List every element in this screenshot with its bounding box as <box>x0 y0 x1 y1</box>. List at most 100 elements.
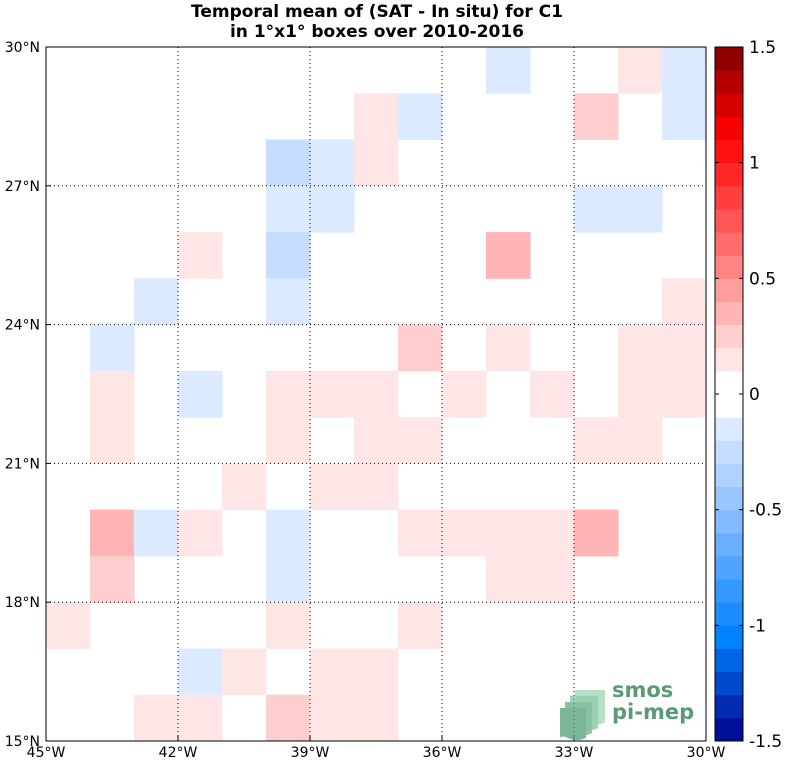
heatmap-cell <box>310 463 355 511</box>
x-axis-ticks: 45°W 42°W 39°W 36°W 33°W 30°W <box>27 736 726 761</box>
heatmap-cell <box>354 694 399 742</box>
x-tick-label: 30°W <box>687 745 726 761</box>
heatmap-cell <box>354 463 399 511</box>
heatmap-cell <box>486 232 531 279</box>
heatmap-cell <box>486 509 531 557</box>
y-tick-label: 24°N <box>5 318 40 334</box>
heatmap-cell <box>530 370 575 418</box>
colorbar-segment <box>715 555 743 580</box>
colorbar-tick-label: -0.5 <box>749 501 782 521</box>
heatmap-cell <box>574 509 619 557</box>
colorbar-tick-label: -1.5 <box>749 732 782 752</box>
heatmap-cell <box>178 370 223 418</box>
heatmap-cell <box>442 370 487 418</box>
heatmap-cell <box>354 370 399 418</box>
colorbar-tick-label: -1 <box>749 616 766 636</box>
y-tick-label: 21°N <box>5 456 40 472</box>
colorbar-segment <box>715 47 743 71</box>
heatmap-cell <box>486 47 531 94</box>
colorbar-tick-label: 1 <box>749 154 760 174</box>
heatmap-cell <box>266 139 311 187</box>
heatmap-cell <box>178 509 223 557</box>
colorbar-segment <box>715 625 743 649</box>
colorbar-segment <box>715 579 743 603</box>
heatmap-cell <box>530 555 575 603</box>
heatmap-cell <box>354 648 399 696</box>
colorbar-segment <box>715 370 743 395</box>
heatmap-cell <box>90 417 135 464</box>
heatmap-cell <box>90 555 135 603</box>
heatmap-cell <box>398 93 443 141</box>
smos-pi-mep-logo: smos pi-mep <box>560 678 694 740</box>
heatmap-cell <box>90 370 135 418</box>
heatmap-cell <box>398 602 443 649</box>
colorbar-segment <box>715 278 743 302</box>
x-tick-label: 39°W <box>291 745 330 761</box>
colorbar-segment <box>715 116 743 141</box>
heatmap-cell <box>398 324 443 372</box>
y-tick-label: 30°N <box>5 40 40 56</box>
y-tick-label: 27°N <box>5 179 40 195</box>
heatmap-cell <box>618 324 663 372</box>
heatmap-cell <box>574 417 619 464</box>
colorbar-segment <box>715 486 743 511</box>
colorbar-tick-label: 0 <box>749 385 760 405</box>
colorbar-segment <box>715 648 743 673</box>
heatmap-cell <box>662 278 707 326</box>
heatmap-cell <box>266 278 311 326</box>
y-tick-label: 15°N <box>5 734 40 750</box>
heatmap-cell <box>398 417 443 464</box>
heatmap-cell <box>354 139 399 187</box>
heatmap-cell <box>90 324 135 372</box>
colorbar-segment <box>715 463 743 488</box>
heatmap-cell <box>266 370 311 418</box>
heatmap-cell <box>618 185 663 233</box>
colorbar-segment <box>715 717 743 742</box>
heatmap-cell <box>662 93 707 141</box>
y-tick-label: 18°N <box>5 595 40 611</box>
colorbar-segment <box>715 694 743 719</box>
colorbar-segment <box>715 347 743 372</box>
heatmap-cell <box>134 694 179 742</box>
heatmap-cell <box>442 509 487 557</box>
colorbar-segment <box>715 185 743 210</box>
colorbar-segment <box>715 162 743 187</box>
x-tick-label: 36°W <box>423 745 462 761</box>
heatmap-cell <box>222 648 267 696</box>
logo-emblem <box>560 690 605 740</box>
heatmap-cell <box>662 324 707 372</box>
heatmap-cell <box>266 555 311 603</box>
colorbar-segment <box>715 255 743 279</box>
heatmap-cell <box>310 139 355 187</box>
x-tick-label: 42°W <box>159 745 198 761</box>
colorbar-segment <box>715 208 743 233</box>
heatmap-cell <box>266 509 311 557</box>
colorbar-segment <box>715 602 743 626</box>
y-axis-ticks: 15°N 18°N 21°N 24°N 27°N 30°N <box>5 40 51 750</box>
colorbar-segment <box>715 301 743 326</box>
heatmap-cell <box>266 417 311 464</box>
heatmap-cell <box>662 370 707 418</box>
colorbar-segment <box>715 440 743 464</box>
colorbar-segment <box>715 671 743 696</box>
heatmap-cell <box>310 648 355 696</box>
heatmap-cell <box>574 185 619 233</box>
heatmap-cell <box>310 185 355 233</box>
heatmap-cell <box>178 694 223 742</box>
heatmap-cell <box>574 93 619 141</box>
heatmap-cell <box>266 185 311 233</box>
colorbar <box>715 47 743 742</box>
logo-text-smos: smos <box>612 678 673 702</box>
heatmap-cell <box>134 278 179 326</box>
heatmap-cell <box>178 232 223 279</box>
colorbar-segment <box>715 70 743 94</box>
logo-text-pi-mep: pi-mep <box>612 700 694 724</box>
colorbar-segment <box>715 232 743 256</box>
heatmap-cell <box>530 509 575 557</box>
heatmap-cell <box>222 463 267 511</box>
heatmap-cell <box>90 509 135 557</box>
heatmap-cell <box>354 93 399 141</box>
heatmap-cell <box>266 602 311 649</box>
heatmap-cell <box>310 694 355 742</box>
